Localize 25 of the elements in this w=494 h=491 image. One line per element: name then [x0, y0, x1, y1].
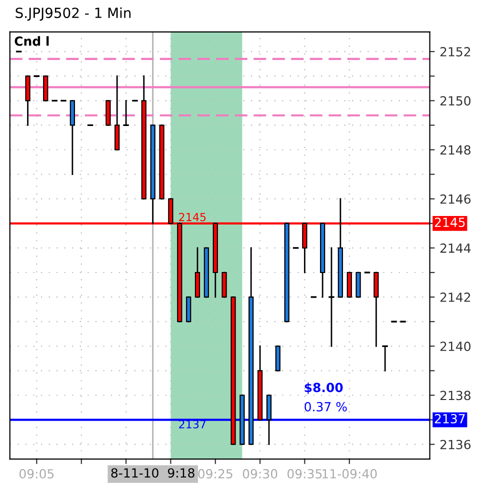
y-tick-label: 2138 — [440, 390, 470, 400]
annotation: $8.00 — [304, 382, 343, 394]
x-tick-label: 11-09:40 — [322, 469, 377, 478]
y-tick-label: 2146 — [440, 194, 471, 204]
x-tick-label: 09:05 — [19, 469, 54, 478]
y-tick-label: 2152 — [440, 47, 470, 56]
y-tick-label: 2142 — [440, 292, 470, 302]
ref-line-label: 8-11-10 9:18 — [111, 468, 194, 478]
x-tick-label: 09:35 — [287, 469, 322, 478]
x-tick-label: 09:30 — [242, 469, 278, 478]
candlestick — [123, 100, 129, 126]
y-tick-label: 2148 — [440, 145, 470, 155]
y-tick-label: 2150 — [440, 96, 470, 106]
y-tick-label: 2136 — [440, 440, 471, 450]
text: 2137 — [434, 414, 465, 424]
ref-line-label: 2145 — [179, 212, 206, 222]
candlestick — [328, 247, 334, 347]
annotation: Cnd l — [14, 36, 49, 46]
chart-title: S.JPJ9502 - 1 Min — [16, 7, 131, 21]
x-tick-label: 09:25 — [198, 469, 232, 478]
annotation: 0.37 % — [304, 402, 347, 412]
candlestick — [382, 345, 388, 372]
y-tick-label: 2144 — [440, 243, 471, 253]
text: 2145 — [434, 218, 465, 228]
y-tick-label: 2140 — [440, 342, 470, 352]
